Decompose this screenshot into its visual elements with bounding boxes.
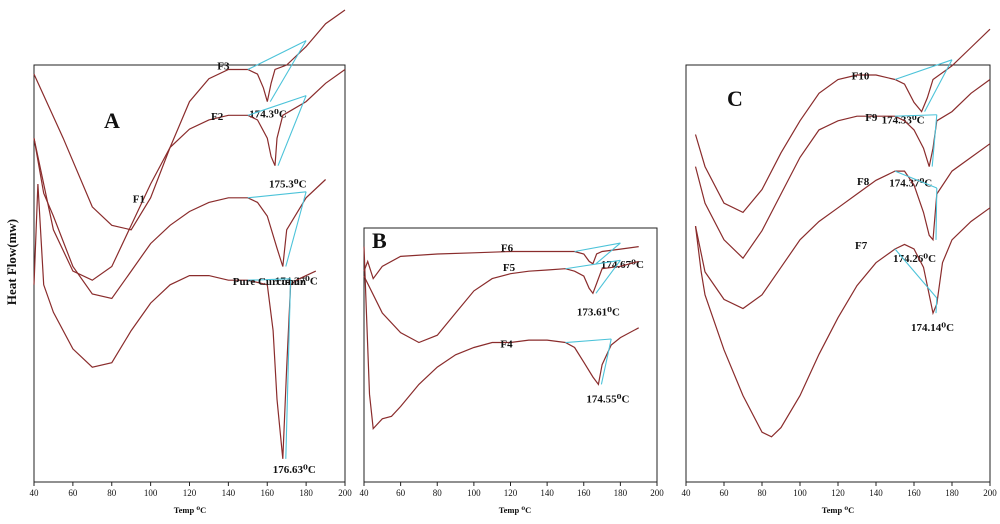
peak-temp-label: 174.55⁰C	[586, 393, 629, 405]
x-tick-label: 120	[831, 488, 845, 498]
x-tick-label: 180	[614, 488, 628, 498]
series-f6-curve	[363, 246, 639, 280]
peak-tangent	[935, 297, 938, 314]
onset-baseline	[894, 248, 938, 299]
peak-temp-label: 175.3⁰C	[269, 179, 307, 191]
x-tick-label: 200	[983, 488, 997, 498]
onset-baseline	[247, 95, 307, 116]
x-tick-label: 120	[183, 488, 197, 498]
x-tick-label: 140	[540, 488, 554, 498]
peak-tangent	[924, 59, 953, 112]
peak-tangent	[595, 242, 621, 265]
panel-c-frame	[685, 64, 991, 483]
series-f4-curve	[363, 246, 639, 430]
x-tick-label: 140	[869, 488, 883, 498]
peak-tangent	[600, 338, 612, 385]
series-name-label: F5	[503, 262, 516, 274]
panel-b-x-title: Temp ⁰C	[499, 505, 531, 515]
series-f8-curve	[694, 143, 991, 310]
series-f3-curve	[33, 9, 346, 231]
x-tick-label: 180	[299, 488, 313, 498]
onset-baseline	[574, 242, 621, 253]
panel-a-x-title: Temp ⁰C	[174, 505, 206, 515]
onset-baseline	[894, 114, 937, 117]
series-name-label: F4	[500, 338, 513, 350]
peak-temp-label: 176.63⁰C	[273, 464, 316, 476]
x-tick-label: 120	[504, 488, 518, 498]
series-name-label: F3	[217, 61, 230, 73]
series-name-label: Pure Curcumin	[233, 276, 306, 288]
onset-baseline	[247, 40, 307, 71]
x-tick-label: 160	[577, 488, 591, 498]
onset-baseline	[565, 338, 612, 344]
series-name-label: F6	[501, 243, 514, 255]
panel-b-label: B	[372, 228, 387, 253]
x-tick-label: 200	[338, 488, 352, 498]
panel-b: B Temp ⁰C 40 60 80 100 120 140 160 180 200 F6 174.…	[360, 227, 664, 515]
onset-baseline	[247, 278, 291, 281]
x-tick-label: 180	[945, 488, 959, 498]
x-tick-label: 200	[650, 488, 664, 498]
series-name-label: F8	[857, 176, 870, 188]
onset-baseline	[565, 259, 621, 270]
x-tick-label: 160	[907, 488, 921, 498]
series-name-label: F2	[211, 111, 224, 123]
series-name-label: F7	[855, 240, 868, 252]
panel-a: A Temp ⁰C 40 60 80 100 120 140 160 180 200F3174.…	[30, 9, 352, 515]
series-f10-curve	[694, 28, 991, 214]
peak-temp-label: 174.14⁰C	[911, 322, 954, 334]
peak-temp-label: 174.37⁰C	[889, 178, 932, 190]
peak-tangent	[931, 114, 938, 167]
x-tick-label: 160	[261, 488, 275, 498]
x-tick-label: 60	[396, 488, 406, 498]
series-name-label: F1	[133, 193, 145, 205]
peak-tangent	[935, 188, 938, 240]
peak-temp-label: 174.67⁰C	[601, 259, 644, 271]
onset-baseline	[894, 59, 953, 81]
x-tick-label: 40	[360, 488, 370, 498]
series-f2-curve	[33, 69, 346, 281]
peak-tangent	[595, 259, 621, 294]
x-tick-label: 100	[467, 488, 481, 498]
panel-a-label: A	[104, 108, 120, 133]
x-tick-label: 80	[107, 488, 117, 498]
onset-baseline	[247, 191, 307, 199]
series-f5-curve	[363, 260, 639, 344]
peak-tangent	[285, 191, 307, 267]
y-axis-label: Heat Flow(mw)	[4, 219, 19, 305]
series-name-label: F9	[865, 112, 878, 124]
peak-tangent	[285, 278, 292, 459]
x-tick-label: 140	[222, 488, 236, 498]
x-tick-label: 40	[30, 488, 40, 498]
peak-temp-label: 174.26⁰C	[893, 253, 936, 265]
panel-c-x-title: Temp ⁰C	[822, 505, 854, 515]
x-tick-label: 80	[758, 488, 768, 498]
x-tick-label: 100	[793, 488, 807, 498]
x-tick-label: 60	[68, 488, 78, 498]
x-tick-label: 80	[433, 488, 443, 498]
peak-tangent	[277, 95, 307, 166]
peak-temp-label: 173.61⁰C	[577, 306, 620, 318]
panel-c: C Temp ⁰C 40 60 80 100 120 140 160 180 200 F10 174…	[682, 28, 997, 515]
peak-tangent	[269, 40, 307, 102]
x-tick-label: 40	[682, 488, 692, 498]
series-f1-curve	[33, 138, 327, 300]
series-pure-curcumin-curve	[33, 183, 317, 459]
panel-a-frame	[33, 64, 346, 483]
series-name-label: F10	[852, 71, 870, 83]
x-tick-label: 100	[144, 488, 158, 498]
panel-c-label: C	[727, 86, 743, 111]
onset-baseline	[894, 170, 938, 189]
x-tick-label: 60	[720, 488, 730, 498]
